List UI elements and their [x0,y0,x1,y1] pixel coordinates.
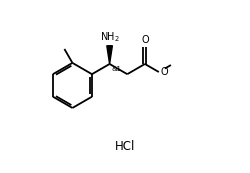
Text: &1: &1 [111,66,121,72]
Polygon shape [107,46,112,64]
Text: O: O [160,67,168,77]
Text: O: O [141,35,149,45]
Text: NH$_2$: NH$_2$ [100,30,119,44]
Text: HCl: HCl [115,140,135,153]
